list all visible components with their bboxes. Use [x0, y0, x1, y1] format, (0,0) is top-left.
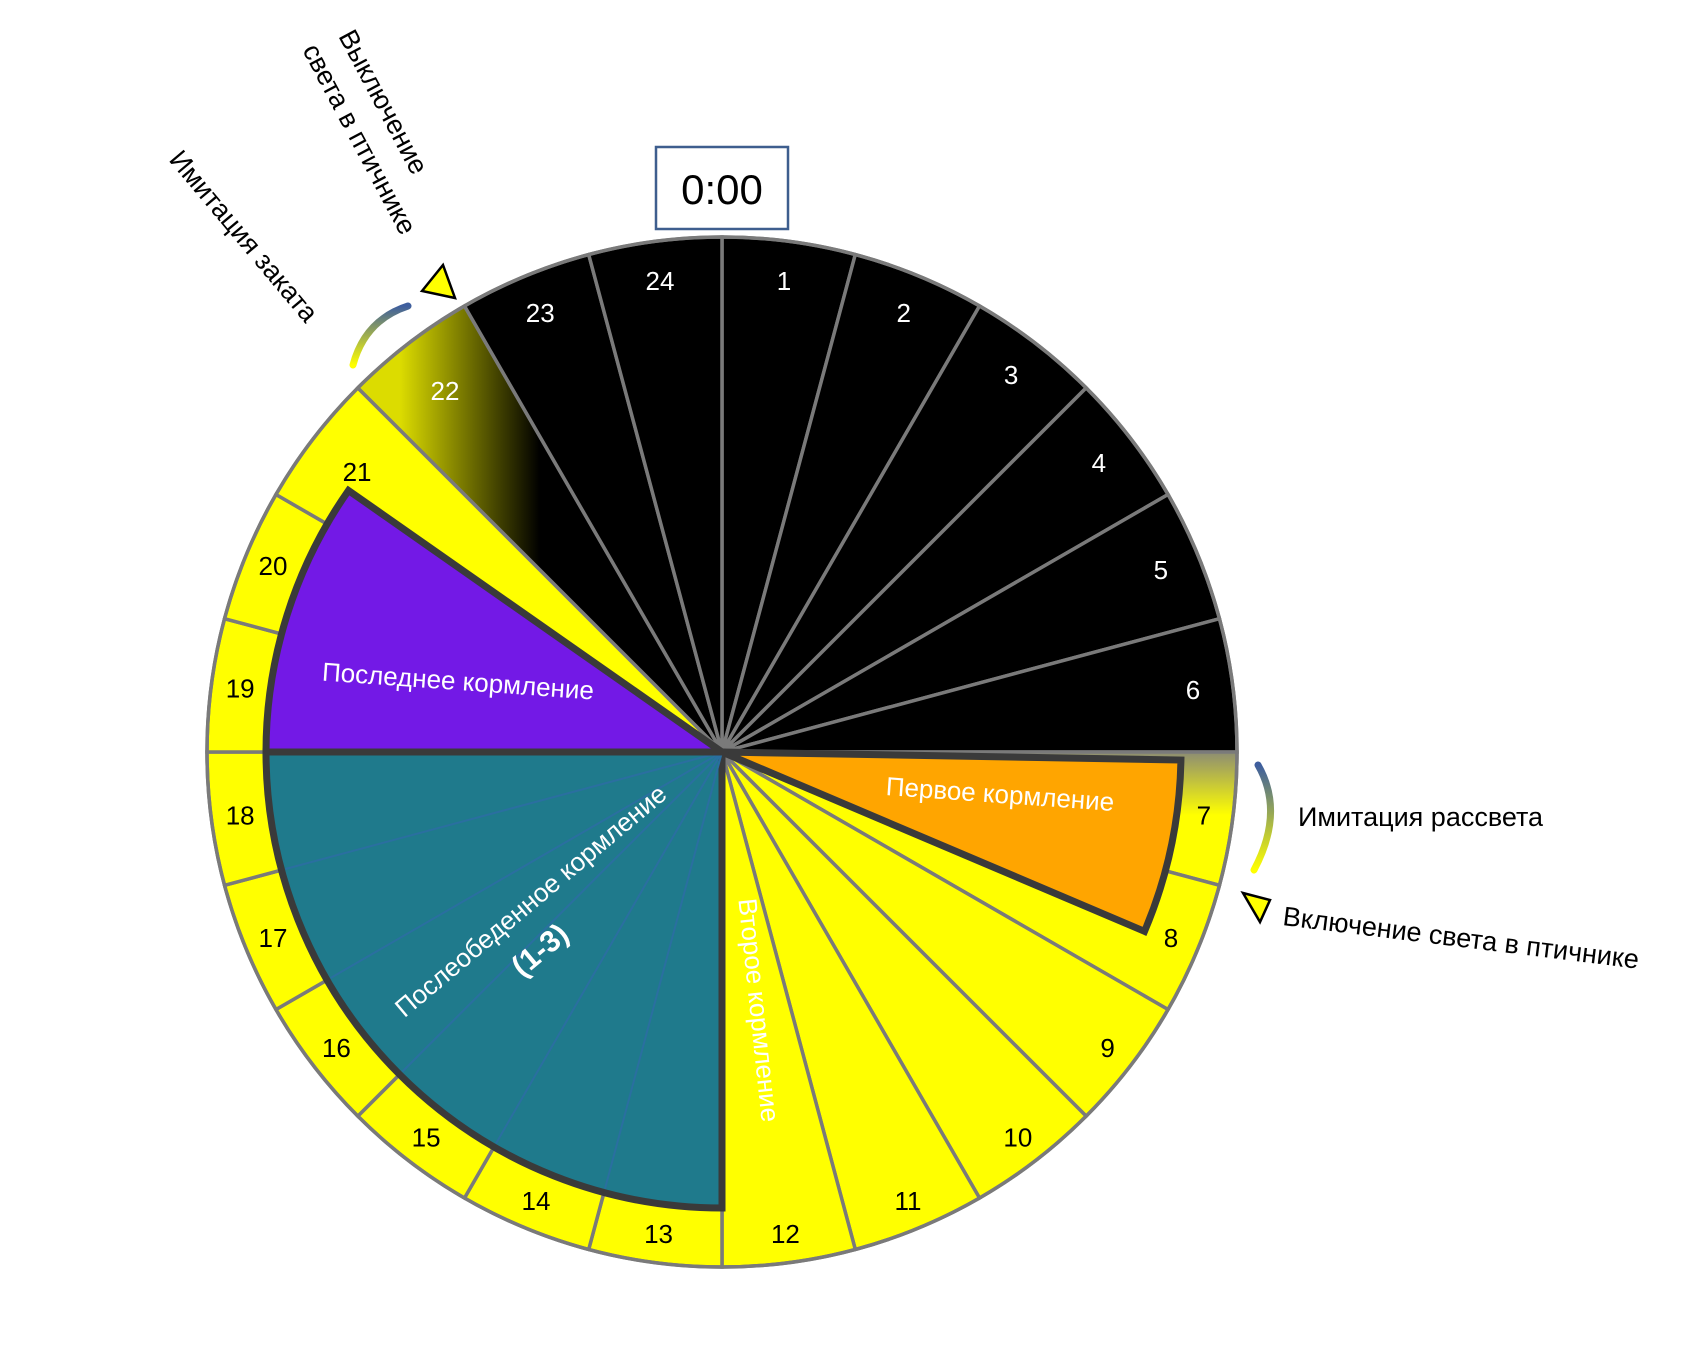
hour-label-22: 22 [431, 376, 460, 406]
dawn-label: Имитация рассвета [1298, 802, 1544, 832]
hour-label-23: 23 [526, 298, 555, 328]
last-feeding-wedge [262, 485, 734, 756]
hour-label-13: 13 [644, 1219, 673, 1249]
light-on-annotation: Включение света в птичнике [1240, 891, 1641, 975]
dawn-annotation: Имитация рассвета [1250, 761, 1544, 874]
clock-box: 0:00 [654, 145, 790, 231]
hour-label-19: 19 [226, 674, 255, 704]
light-off-annotation: Выключение света в птичнике [297, 25, 457, 300]
hour-label-21: 21 [343, 457, 372, 487]
hour-label-3: 3 [1004, 360, 1018, 390]
hour-label-12: 12 [771, 1219, 800, 1249]
afternoon-hour-divider [604, 751, 723, 1189]
light-off-triangle-icon [419, 262, 457, 300]
hour-label-24: 24 [646, 266, 675, 296]
clock-label: 0:00 [681, 166, 763, 213]
hour-label-20: 20 [259, 551, 288, 581]
light-on-triangle-icon [1240, 891, 1272, 925]
hour-label-10: 10 [1003, 1123, 1032, 1153]
afternoon-hour-divider [285, 751, 723, 870]
sunset-label: Имитация заката [163, 145, 324, 329]
afternoon-hour-divider [495, 751, 723, 1144]
dawn-transition-arc [1250, 761, 1275, 874]
feeding-wedges [262, 485, 1185, 1212]
light-on-label: Включение света в птичнике [1281, 901, 1640, 974]
hour-label-16: 16 [322, 1033, 351, 1063]
hour-label-2: 2 [897, 298, 911, 328]
hour-label-7: 7 [1197, 800, 1211, 830]
hour-label-15: 15 [412, 1123, 441, 1153]
first-feeding-wedge [720, 748, 1185, 936]
hour-label-9: 9 [1100, 1033, 1114, 1063]
sunset-transition-arc [349, 302, 412, 369]
hour-label-18: 18 [226, 800, 255, 830]
hour-label-11: 11 [894, 1186, 921, 1216]
hour-label-5: 5 [1154, 555, 1168, 585]
afternoon-hour-divider [401, 751, 723, 1073]
hour-label-4: 4 [1092, 448, 1106, 478]
hour-label-6: 6 [1186, 675, 1200, 705]
outer-ring [205, 235, 1239, 1269]
hour-label-1: 1 [777, 266, 791, 296]
hour-label-17: 17 [259, 923, 288, 953]
afternoon-hour-divider [330, 751, 723, 979]
hour-label-14: 14 [522, 1186, 551, 1216]
hour-label-8: 8 [1164, 923, 1178, 953]
